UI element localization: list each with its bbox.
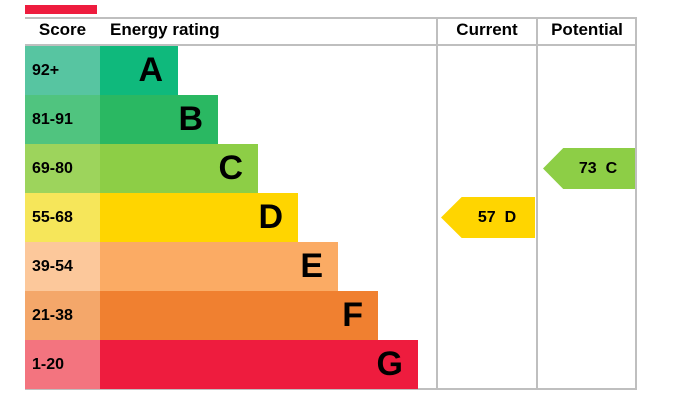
rating-bar-g: G xyxy=(100,340,418,389)
rating-bar-d: D xyxy=(100,193,298,242)
band-row-e: 39-54 E xyxy=(25,242,425,291)
band-row-d: 55-68 D xyxy=(25,193,425,242)
band-row-b: 81-91 B xyxy=(25,95,425,144)
current-rating-value: 57 xyxy=(477,208,496,226)
band-row-g: 1-20 G xyxy=(25,340,425,389)
band-row-a: 92+ A xyxy=(25,46,425,95)
rating-bands: 92+ A 81-91 B 69-80 C 55-68 D 39-54 E 21-38 F 1-20 G xyxy=(25,46,425,389)
rating-bar-a: A xyxy=(100,46,178,95)
potential-rating-letter: C xyxy=(605,159,618,177)
divider-current-potential xyxy=(536,17,538,390)
band-row-c: 69-80 C xyxy=(25,144,425,193)
divider-right-edge xyxy=(635,17,637,390)
score-range: 69-80 xyxy=(25,144,100,193)
current-rating-marker: 57 D xyxy=(441,197,535,238)
score-range: 92+ xyxy=(25,46,100,95)
divider-bottom xyxy=(25,388,637,390)
divider-header xyxy=(25,44,637,46)
band-row-f: 21-38 F xyxy=(25,291,425,340)
rating-bar-e: E xyxy=(100,242,338,291)
potential-rating-marker: 73 C xyxy=(543,148,635,189)
column-header-energy-rating: Energy rating xyxy=(110,20,220,39)
column-header-current: Current xyxy=(456,20,518,39)
potential-rating-value: 73 xyxy=(578,159,597,177)
score-range: 1-20 xyxy=(25,340,100,389)
rating-bar-f: F xyxy=(100,291,378,340)
score-range: 55-68 xyxy=(25,193,100,242)
divider-bars-current xyxy=(436,17,438,390)
divider-top xyxy=(25,17,637,19)
score-range: 21-38 xyxy=(25,291,100,340)
rating-bar-c: C xyxy=(100,144,258,193)
column-header-score: Score xyxy=(38,20,87,39)
current-rating-letter: D xyxy=(504,208,517,226)
top-strip xyxy=(25,5,97,14)
rating-bar-b: B xyxy=(100,95,218,144)
score-range: 81-91 xyxy=(25,95,100,144)
column-header-potential: Potential xyxy=(551,20,623,39)
score-range: 39-54 xyxy=(25,242,100,291)
